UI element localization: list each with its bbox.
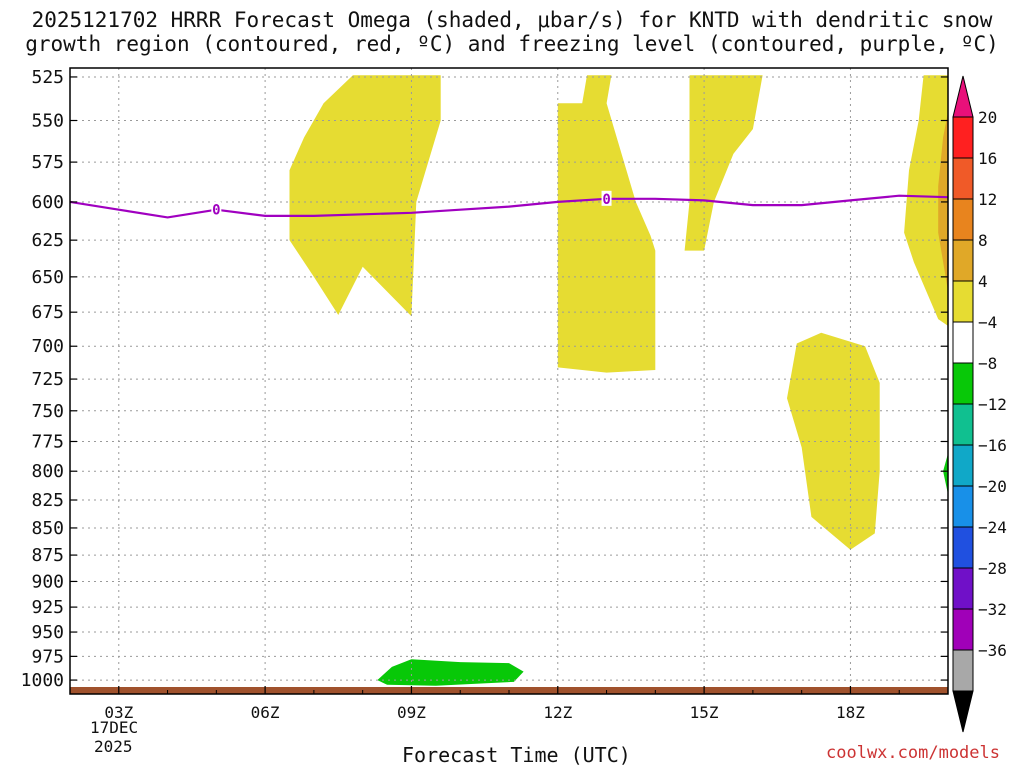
- colorbar-swatch-6: [952, 362, 974, 405]
- x-axis-title: Forecast Time (UTC): [402, 743, 631, 767]
- x-tick-label-2: 09Z: [397, 703, 426, 722]
- date-label-day: 17DEC: [90, 718, 139, 737]
- colorbar-swatch-9: [952, 485, 974, 528]
- y-tick-label-15: 900: [31, 571, 64, 592]
- y-tick-label-5: 650: [31, 267, 64, 288]
- colorbar-swatch-5: [952, 321, 974, 364]
- y-axis: 525 550 575 600 625 650 675 700 725 750 775 800 825 8…: [21, 67, 948, 691]
- y-tick-label-1: 550: [31, 110, 64, 131]
- omega-region-7: [943, 453, 948, 495]
- site-credit: coolwx.com/models: [826, 743, 1000, 763]
- y-tick-label-4: 625: [31, 230, 64, 251]
- omega-region-3: [904, 75, 948, 326]
- omega-region-1: [557, 75, 656, 373]
- colorbar-swatch-4: [952, 280, 974, 323]
- freezing-level-label-0: 0: [212, 203, 220, 219]
- colorbar-swatch-12: [952, 608, 974, 651]
- colorbar-swatch-3: [952, 239, 974, 282]
- chart-title: 2025121702 HRRR Forecast Omega (shaded, …: [31, 8, 993, 32]
- colorbar-label-11: −28: [978, 559, 1007, 578]
- colorbar-label-5: −4: [978, 313, 997, 332]
- grid-layer: [70, 68, 948, 694]
- colorbar-label-12: −32: [978, 600, 1007, 619]
- y-tick-label-0: 525: [31, 67, 64, 88]
- date-label-year: 2025: [94, 737, 133, 756]
- y-tick-label-8: 725: [31, 369, 64, 390]
- colorbar-swatch-10: [952, 526, 974, 569]
- chart-subtitle: growth region (contoured, red, ºC) and f…: [25, 32, 999, 56]
- y-tick-label-11: 800: [31, 461, 64, 482]
- y-tick-label-7: 700: [31, 336, 64, 357]
- freezing-label-bg-1: [601, 190, 612, 206]
- colorbar-swatch-0: [952, 116, 974, 159]
- colorbar-swatch-2: [952, 198, 974, 241]
- colorbar: 20 16 12 8 4 −4 −8 −12 −16 −20 −24 −28 −32 −36: [952, 75, 1007, 733]
- x-tick-label-1: 06Z: [251, 703, 280, 722]
- colorbar-label-0: 20: [978, 108, 997, 127]
- y-tick-label-3: 600: [31, 192, 64, 213]
- colorbar-label-4: 4: [978, 272, 988, 291]
- y-tick-label-13: 850: [31, 518, 64, 539]
- y-tick-label-12: 825: [31, 490, 64, 511]
- colorbar-label-7: −12: [978, 395, 1007, 414]
- y-tick-label-2: 575: [31, 152, 64, 173]
- colorbar-label-13: −36: [978, 641, 1007, 660]
- y-tick-label-10: 775: [31, 431, 64, 452]
- y-tick-label-16: 925: [31, 597, 64, 618]
- omega-region-0: [289, 75, 441, 317]
- colorbar-swatch-8: [952, 444, 974, 487]
- colorbar-label-9: −20: [978, 477, 1007, 496]
- omega-region-2: [684, 75, 763, 251]
- x-tick-label-5: 18Z: [836, 703, 865, 722]
- colorbar-label-1: 16: [978, 149, 997, 168]
- colorbar-swatch-7: [952, 403, 974, 446]
- x-axis: 03Z 06Z 09Z 12Z 15Z 18Z: [104, 686, 900, 722]
- omega-shading-layer: [289, 75, 948, 686]
- y-tick-label-6: 675: [31, 302, 64, 323]
- freezing-label-bg-0: [211, 201, 222, 217]
- colorbar-label-10: −24: [978, 518, 1007, 537]
- colorbar-label-2: 12: [978, 190, 997, 209]
- colorbar-top-arrow: [952, 75, 974, 118]
- x-tick-label-4: 15Z: [690, 703, 719, 722]
- colorbar-label-3: 8: [978, 231, 988, 250]
- omega-region-6: [377, 659, 524, 686]
- freezing-level-layer: 00: [70, 190, 948, 219]
- colorbar-bottom-arrow: [952, 690, 974, 733]
- freezing-level-label-1: 0: [602, 192, 610, 208]
- colorbar-label-6: −8: [978, 354, 997, 373]
- y-tick-label-17: 950: [31, 622, 64, 643]
- freezing-level-line: [70, 194, 948, 219]
- colorbar-swatch-11: [952, 567, 974, 610]
- x-tick-label-3: 12Z: [543, 703, 572, 722]
- colorbar-swatch-1: [952, 157, 974, 200]
- y-tick-label-9: 750: [31, 401, 64, 422]
- colorbar-label-8: −16: [978, 436, 1007, 455]
- y-tick-label-18: 975: [31, 646, 64, 667]
- y-tick-label-19: 1000: [21, 670, 64, 691]
- colorbar-swatch-13: [952, 649, 974, 692]
- x-tick-label-0: 03Z: [104, 703, 133, 722]
- y-tick-label-14: 875: [31, 545, 64, 566]
